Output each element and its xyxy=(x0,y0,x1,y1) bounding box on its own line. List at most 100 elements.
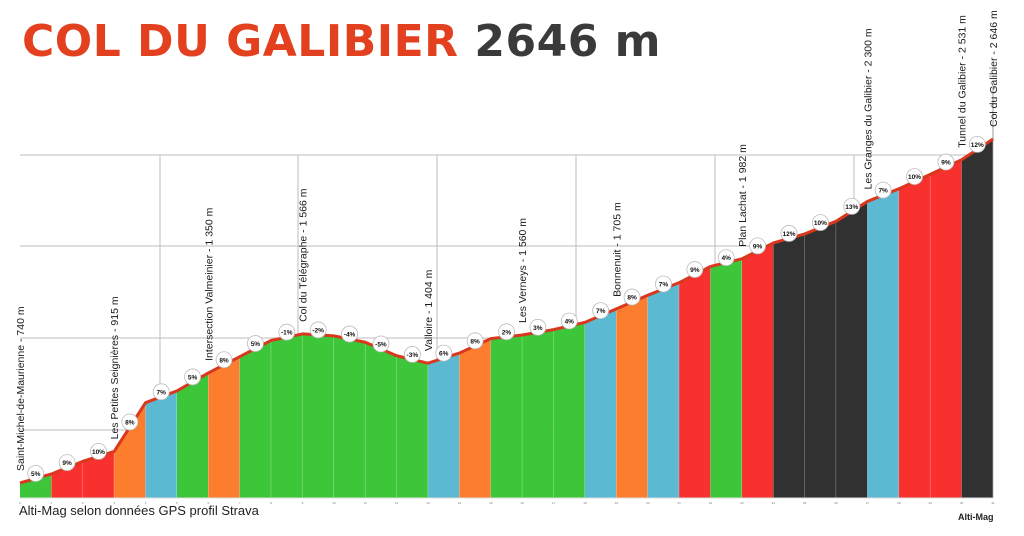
grade-label: 12% xyxy=(782,231,795,238)
grade-badge xyxy=(686,261,704,278)
profile-segment xyxy=(679,266,711,498)
grade-badge xyxy=(341,325,358,343)
profile-segment xyxy=(553,322,585,498)
grade-badge xyxy=(184,368,202,386)
grade-label: -4% xyxy=(344,332,356,339)
profile-segment xyxy=(176,372,209,498)
grade-label: 5% xyxy=(188,374,198,381)
grade-label: 6% xyxy=(439,351,449,358)
grade-badge xyxy=(498,323,515,341)
grade-label: 4% xyxy=(722,255,732,262)
profile-segment xyxy=(616,295,648,498)
profile-segment xyxy=(145,390,177,498)
x-tick-label: 1 xyxy=(51,501,53,505)
x-tick-label: 6 xyxy=(207,501,209,505)
grade-label: 3% xyxy=(533,325,543,332)
profile-segment xyxy=(898,174,931,498)
x-tick-label: 2 xyxy=(82,501,84,505)
grade-label: 10% xyxy=(814,220,827,227)
grade-label: 7% xyxy=(157,389,167,396)
grade-label: 8% xyxy=(125,420,135,427)
grade-badge xyxy=(372,335,390,353)
grade-label: 2% xyxy=(502,329,512,336)
profile-segment xyxy=(490,335,523,498)
grade-label: 9% xyxy=(62,460,72,467)
x-tick-label: 0 xyxy=(19,501,21,505)
x-tick-label: 30 xyxy=(960,501,964,505)
x-tick-label: 12 xyxy=(395,501,399,505)
grade-badge xyxy=(874,181,892,199)
grade-badge xyxy=(717,249,735,267)
grade-badge xyxy=(623,288,641,306)
grade-badge xyxy=(529,318,547,336)
profile-segment xyxy=(804,221,837,498)
title-name: COL DU GALIBIER xyxy=(22,16,459,67)
grade-label: 5% xyxy=(31,471,41,478)
waypoint-label: Les Granges du Galibier - 2 300 m xyxy=(862,28,874,189)
profile-segment xyxy=(208,356,240,498)
grade-label: 10% xyxy=(908,174,921,181)
grade-badge xyxy=(90,442,107,460)
x-tick-label: 25 xyxy=(803,501,807,505)
x-tick-label: 28 xyxy=(897,501,901,505)
profile-segment xyxy=(773,233,805,498)
grade-badge xyxy=(309,321,327,339)
grade-badge xyxy=(27,465,45,482)
grade-badge xyxy=(466,332,484,350)
x-tick-label: 5 xyxy=(176,501,178,505)
profile-segment xyxy=(51,461,83,498)
profile-segment xyxy=(271,333,303,498)
x-tick-label: 31 xyxy=(991,501,995,505)
grade-badge xyxy=(560,312,578,330)
grade-badge xyxy=(592,302,610,320)
profile-segment xyxy=(961,139,993,498)
profile-segment xyxy=(114,402,146,498)
grade-badge xyxy=(749,237,766,255)
x-tick-label: 3 xyxy=(113,501,115,505)
chart-title: COL DU GALIBIER 2646 m xyxy=(22,16,661,67)
x-tick-label: 7 xyxy=(239,501,241,505)
grade-label: 12% xyxy=(971,142,984,149)
waypoint-label: Bonnenuit - 1 705 m xyxy=(611,202,623,297)
grade-label: 4% xyxy=(565,318,575,325)
grade-label: 5% xyxy=(251,341,261,348)
grade-badge xyxy=(937,153,955,171)
x-tick-label: 17 xyxy=(552,501,556,505)
x-tick-label: 10 xyxy=(332,501,336,505)
grade-badge xyxy=(906,168,923,185)
x-tick-label: 8 xyxy=(270,501,272,505)
grade-badge xyxy=(121,413,139,431)
grade-badge xyxy=(152,383,170,401)
profile-segment xyxy=(459,338,491,498)
grade-label: 7% xyxy=(659,281,669,288)
grade-label: 10% xyxy=(92,449,105,456)
waypoint-label: Valloire - 1 404 m xyxy=(423,269,435,351)
brand-label: Alti-Mag xyxy=(958,512,994,522)
waypoint-label: Saint-Michel-de-Maurienne - 740 m xyxy=(15,306,27,471)
profile-segment xyxy=(867,188,899,498)
grade-label: -2% xyxy=(312,327,324,334)
grade-badge xyxy=(247,335,264,352)
x-tick-label: 27 xyxy=(866,501,870,505)
waypoint-label: Les Petites Seignières - 915 m xyxy=(109,296,121,439)
profile-segment xyxy=(836,201,868,498)
profile-segment xyxy=(333,335,366,498)
grade-badge xyxy=(780,225,798,242)
grade-label: 8% xyxy=(470,338,480,345)
profile-segment xyxy=(930,159,962,499)
profile-segment xyxy=(647,282,680,498)
waypoint-label: Les Verneys - 1 560 m xyxy=(517,218,529,323)
x-tick-label: 23 xyxy=(740,501,744,505)
x-tick-label: 22 xyxy=(709,501,713,505)
grade-label: 8% xyxy=(219,357,229,364)
waypoint-label: Col du Galibier - 2 646 m xyxy=(988,10,1000,127)
profile-segment xyxy=(428,353,460,498)
title-altitude: 2646 m xyxy=(474,16,662,67)
grade-label: 13% xyxy=(845,204,858,211)
waypoint-label: Tunnel du Galibier - 2 531 m xyxy=(957,15,969,148)
waypoint-label: Plan Lachat - 1 982 m xyxy=(737,144,749,247)
x-tick-label: 18 xyxy=(583,501,587,505)
x-tick-label: 15 xyxy=(489,501,493,505)
grade-badge xyxy=(403,346,421,363)
profile-segment xyxy=(584,308,617,498)
